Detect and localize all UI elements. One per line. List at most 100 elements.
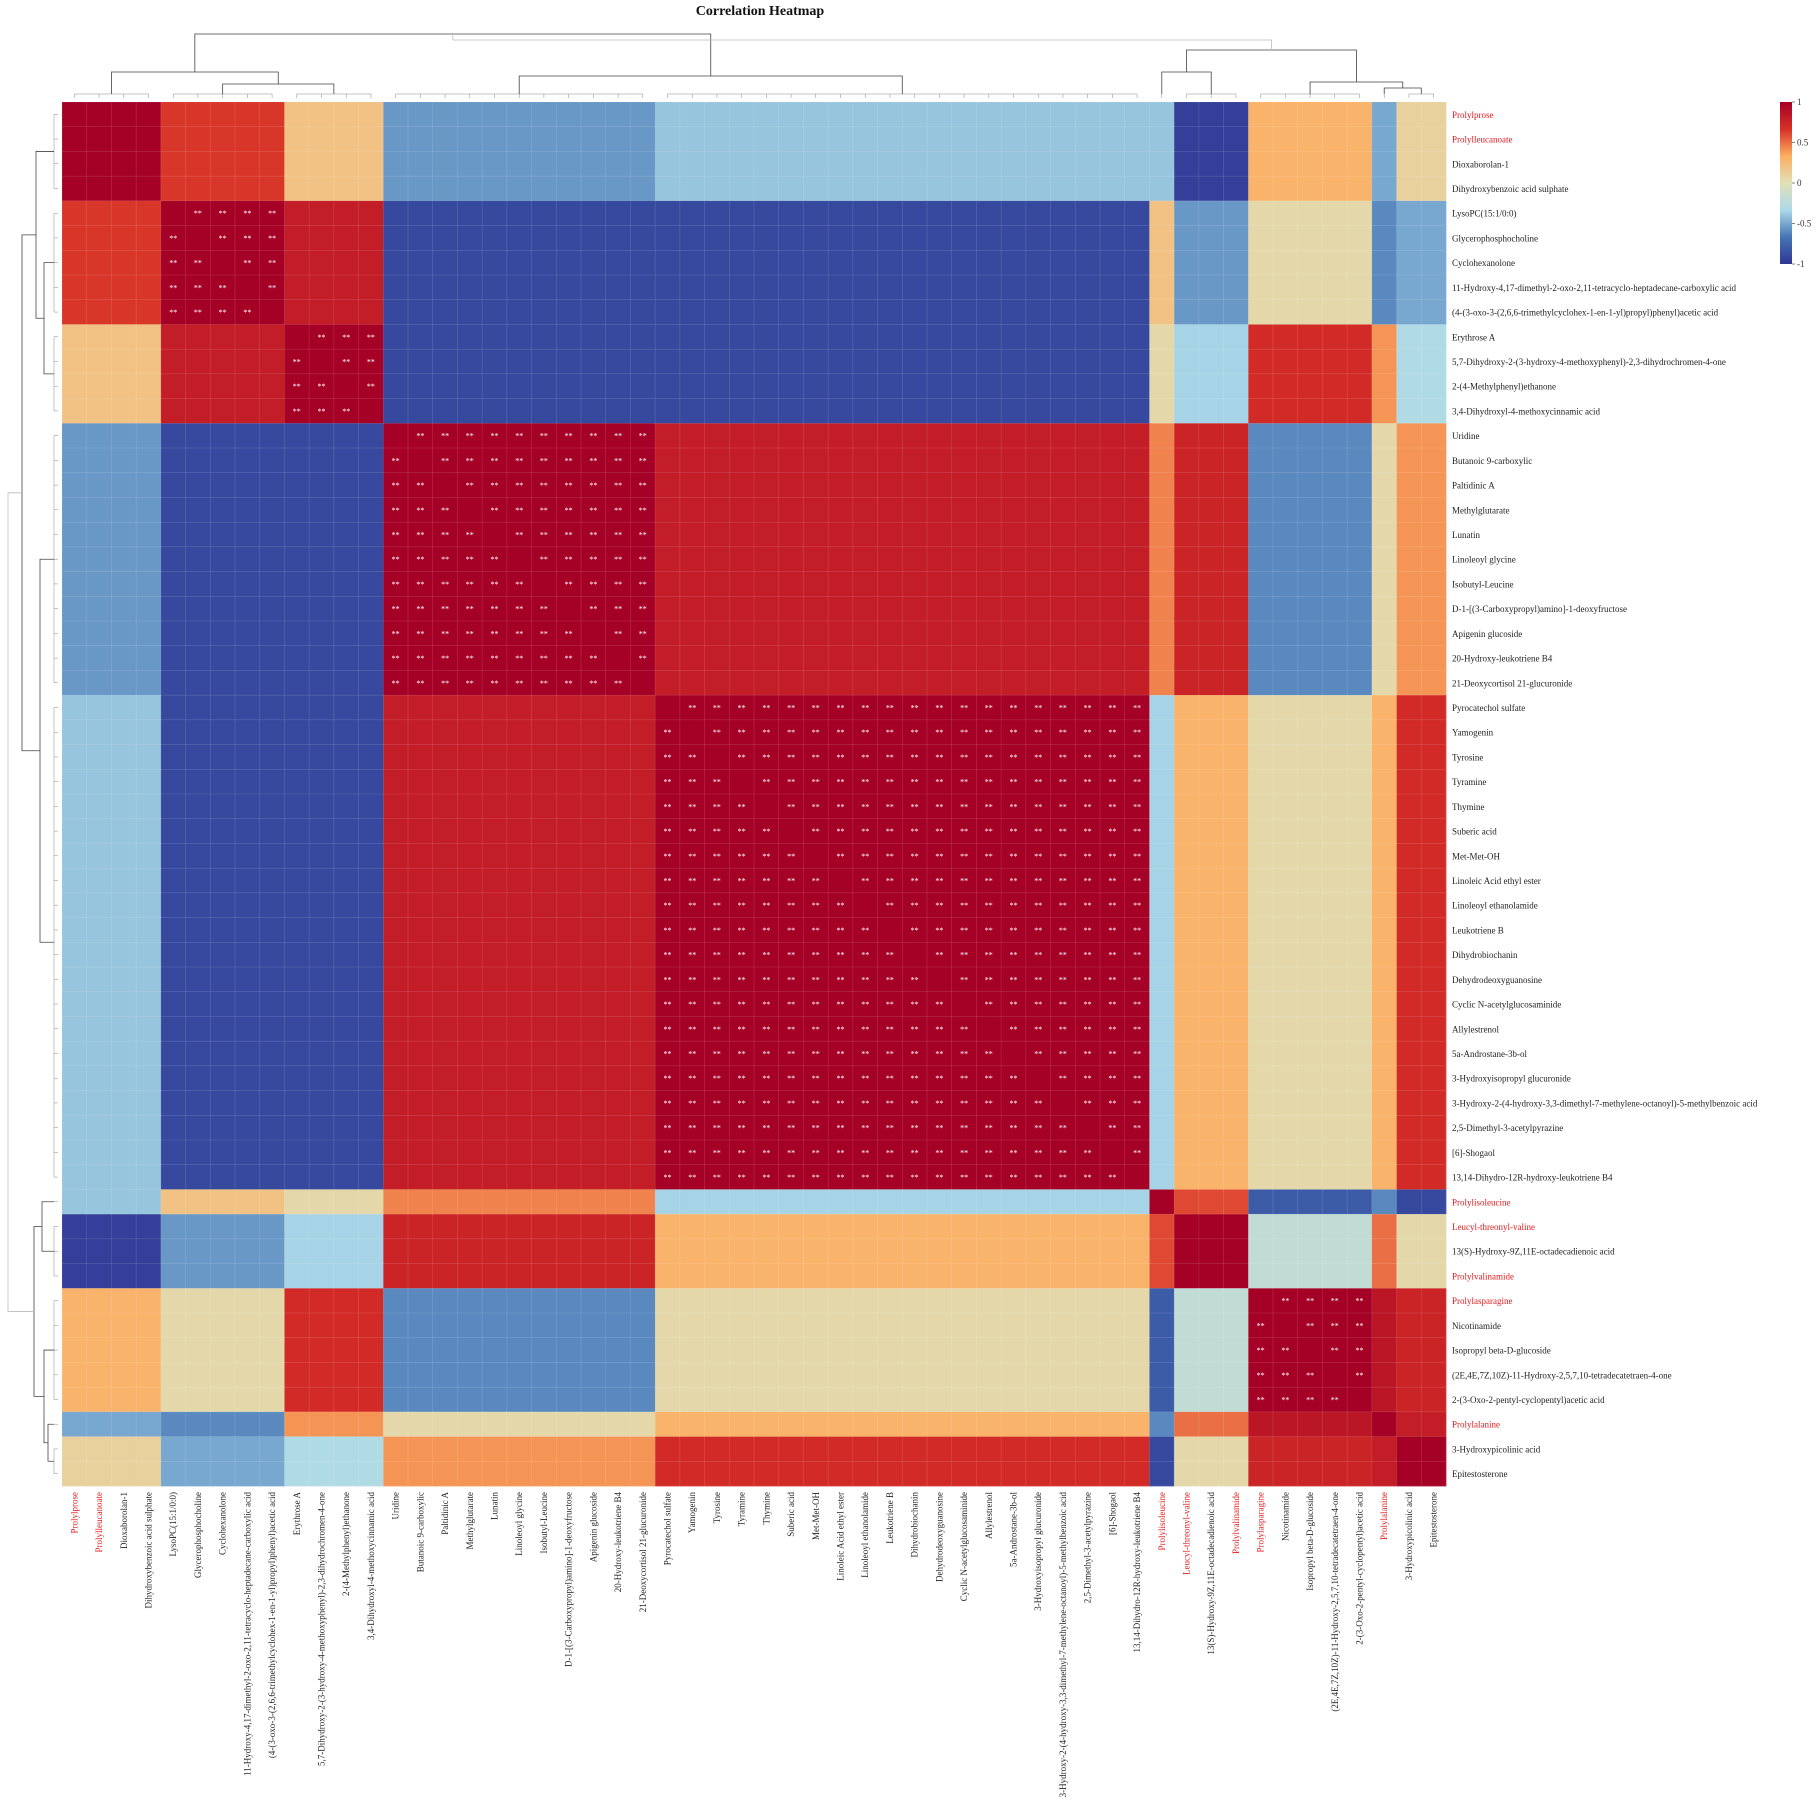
heatmap-cell (828, 596, 854, 622)
heatmap-cell (655, 1263, 681, 1289)
heatmap-cell (358, 126, 384, 152)
heatmap-cell (852, 102, 878, 128)
heatmap-cell (1223, 398, 1249, 424)
heatmap-cell (704, 1313, 730, 1339)
heatmap-cell (902, 868, 928, 894)
heatmap-cell (1396, 1164, 1422, 1190)
heatmap-cell (383, 1436, 409, 1462)
heatmap-cell (1223, 176, 1249, 202)
heatmap-cell (877, 1387, 903, 1413)
heatmap-cell (803, 126, 829, 152)
significance-marker: ** (194, 259, 202, 268)
heatmap-cell (605, 1387, 631, 1413)
heatmap-cell (852, 991, 878, 1017)
heatmap-cell (877, 1214, 903, 1240)
heatmap-cell (333, 1115, 359, 1141)
heatmap-cell (333, 398, 359, 424)
heatmap-cell (927, 1337, 953, 1363)
heatmap-cell (1050, 1337, 1076, 1363)
heatmap-cell (828, 126, 854, 152)
heatmap-cell (1396, 1041, 1422, 1067)
heatmap-cell (482, 151, 508, 177)
heatmap-cell (160, 1115, 186, 1141)
heatmap-cell (877, 472, 903, 498)
heatmap-cell (333, 769, 359, 795)
heatmap-cell (531, 1065, 557, 1091)
heatmap-cell (482, 1164, 508, 1190)
heatmap-cell (1396, 1016, 1422, 1042)
significance-marker: ** (886, 1074, 894, 1083)
heatmap-cell (1025, 522, 1051, 548)
heatmap-cell (210, 695, 236, 721)
heatmap-cell (877, 967, 903, 993)
heatmap-cell (1421, 967, 1447, 993)
heatmap-cell (951, 126, 977, 152)
heatmap-cell (185, 942, 211, 968)
heatmap-cell (185, 843, 211, 869)
heatmap-cell (1124, 1214, 1150, 1240)
heatmap-cell (1273, 225, 1299, 251)
heatmap-cell (1149, 991, 1175, 1017)
heatmap-cell (185, 546, 211, 572)
heatmap-cell (482, 621, 508, 647)
heatmap-cell (778, 744, 804, 770)
heatmap-cell (877, 843, 903, 869)
heatmap-cell (457, 126, 483, 152)
heatmap-cell (62, 1115, 88, 1141)
heatmap-cell (506, 596, 532, 622)
heatmap-cell (1100, 546, 1126, 572)
heatmap-cell (1396, 1214, 1422, 1240)
heatmap-cell (1248, 645, 1274, 671)
heatmap-cell (1124, 621, 1150, 647)
heatmap-cell (86, 1263, 112, 1289)
heatmap-cell (309, 423, 335, 449)
heatmap-cell (309, 794, 335, 820)
heatmap-cell (679, 225, 705, 251)
significance-marker: ** (935, 1173, 943, 1182)
heatmap-cell (482, 373, 508, 399)
heatmap-cell (309, 645, 335, 671)
heatmap-cell (1075, 373, 1101, 399)
heatmap-cell (828, 200, 854, 226)
significance-marker: ** (441, 580, 449, 589)
heatmap-cell (556, 200, 582, 226)
heatmap-cell (951, 200, 977, 226)
heatmap-cell (1347, 892, 1373, 918)
heatmap-cell (333, 1461, 359, 1487)
heatmap-cell (1124, 1288, 1150, 1314)
heatmap-cell (852, 349, 878, 375)
heatmap-cell (1050, 892, 1076, 918)
heatmap-cell (951, 448, 977, 474)
significance-marker: ** (589, 580, 597, 589)
heatmap-cell (1297, 324, 1323, 350)
heatmap-cell (1347, 250, 1373, 276)
heatmap-cell (1075, 967, 1101, 993)
heatmap-cell (852, 151, 878, 177)
heatmap-cell (1322, 769, 1348, 795)
significance-marker: ** (812, 1124, 820, 1133)
heatmap-cell (86, 1387, 112, 1413)
significance-marker: ** (1257, 1346, 1265, 1355)
heatmap-cell (160, 448, 186, 474)
heatmap-cell (778, 373, 804, 399)
significance-marker: ** (985, 753, 993, 762)
heatmap-cell (902, 1214, 928, 1240)
heatmap-cell (1273, 497, 1299, 523)
heatmap-cell (506, 942, 532, 968)
heatmap-cell (408, 1090, 434, 1116)
heatmap-cell (1124, 1461, 1150, 1487)
heatmap-cell (778, 398, 804, 424)
heatmap-cell (581, 1164, 607, 1190)
heatmap-cell (309, 571, 335, 597)
heatmap-cell (506, 794, 532, 820)
heatmap-cell (333, 571, 359, 597)
heatmap-cell (1396, 373, 1422, 399)
heatmap-cell (1371, 794, 1397, 820)
significance-marker: ** (466, 654, 474, 663)
heatmap-cell (1124, 1263, 1150, 1289)
heatmap-cell (704, 1090, 730, 1116)
significance-marker: ** (293, 407, 301, 416)
significance-marker: ** (787, 704, 795, 713)
heatmap-cell (62, 1090, 88, 1116)
heatmap-cell (1050, 1164, 1076, 1190)
